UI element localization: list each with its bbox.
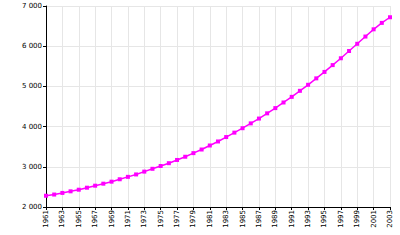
svg-text:1961: 1961 (42, 210, 50, 228)
svg-text:1975: 1975 (157, 210, 165, 228)
svg-text:1979: 1979 (189, 210, 197, 228)
svg-text:2 000: 2 000 (22, 203, 42, 211)
svg-text:3 000: 3 000 (22, 163, 42, 171)
svg-text:1981: 1981 (206, 210, 214, 228)
svg-text:1969: 1969 (108, 210, 116, 228)
svg-text:1999: 1999 (353, 210, 361, 228)
svg-text:1967: 1967 (91, 210, 99, 228)
svg-text:1983: 1983 (222, 210, 230, 228)
svg-text:1963: 1963 (58, 210, 66, 228)
svg-text:1965: 1965 (75, 210, 83, 228)
svg-text:1985: 1985 (239, 210, 247, 228)
svg-text:1997: 1997 (337, 210, 345, 228)
svg-text:1995: 1995 (320, 210, 328, 228)
svg-text:1989: 1989 (271, 210, 279, 228)
svg-text:6 000: 6 000 (22, 42, 42, 50)
svg-text:1977: 1977 (173, 210, 181, 228)
svg-text:7 000: 7 000 (22, 2, 42, 10)
svg-text:2003: 2003 (386, 210, 394, 228)
svg-text:4 000: 4 000 (22, 123, 42, 131)
svg-text:1991: 1991 (288, 210, 296, 228)
svg-text:1993: 1993 (304, 210, 312, 228)
svg-text:2001: 2001 (370, 210, 378, 228)
svg-text:5 000: 5 000 (22, 82, 42, 90)
svg-text:1973: 1973 (140, 210, 148, 228)
svg-text:1971: 1971 (124, 210, 132, 228)
svg-text:1987: 1987 (255, 210, 263, 228)
